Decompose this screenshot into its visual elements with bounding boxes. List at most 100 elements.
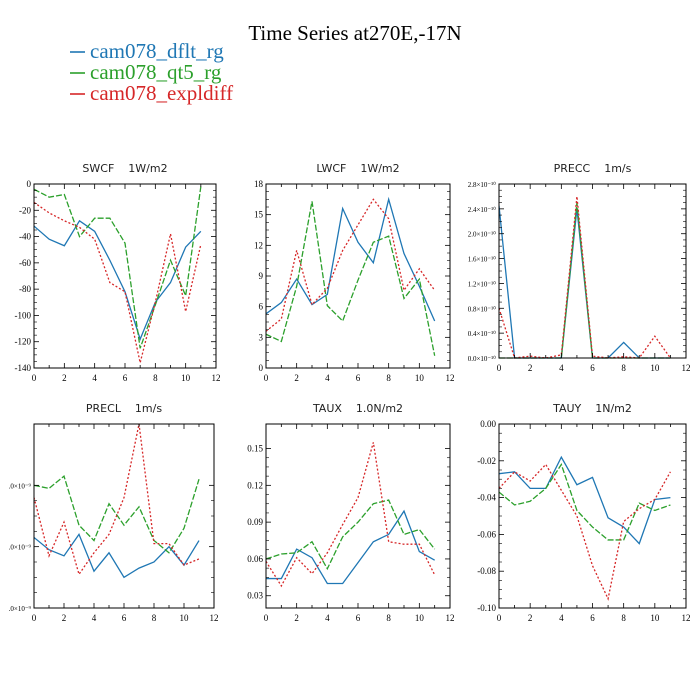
xtick-label-3-4: 8 — [152, 613, 157, 623]
xtick-label-5-6: 12 — [682, 613, 691, 623]
xtick-label-1-4: 8 — [386, 373, 391, 383]
legend-label-2: cam078_expldiff — [90, 81, 233, 105]
xtick-label-1-2: 4 — [325, 373, 330, 383]
xtick-label-5-1: 2 — [528, 613, 533, 623]
panel-title-1: LWCF 1W/m2 — [316, 162, 399, 175]
series-5-0 — [499, 455, 671, 545]
xtick-label-2-4: 8 — [621, 363, 626, 373]
panel-5: TAUY 1N/m2 0 2 4 6 8 10 12 0.00 -0.02 -0.04 -0.06 -0… — [477, 402, 690, 623]
panel-title-4: TAUX 1.0N/m2 — [312, 402, 403, 415]
series-0-2 — [34, 201, 202, 363]
xtick-label-2-1: 2 — [528, 363, 533, 373]
series-1-2 — [266, 198, 436, 332]
xtick-label-2-3: 6 — [590, 363, 595, 373]
plot-frame-2 — [498, 183, 687, 359]
plot-frame-4 — [265, 423, 451, 609]
ytick-label-3-2: .0×10⁻⁹ — [9, 482, 32, 490]
ytick-label-4-3: 0.12 — [247, 480, 263, 490]
series-3-0 — [34, 533, 200, 579]
xtick-label-4-0: 0 — [264, 613, 269, 623]
ytick-label-5-3: -0.06 — [477, 529, 496, 539]
panel-title-0: SWCF 1W/m2 — [82, 162, 167, 175]
xtick-label-5-4: 8 — [621, 613, 626, 623]
xtick-label-0-2: 4 — [92, 373, 97, 383]
series-3-2 — [34, 423, 200, 576]
series-4-0 — [266, 509, 435, 585]
ytick-label-1-4: 12 — [254, 240, 263, 250]
xtick-label-0-5: 10 — [181, 373, 191, 383]
xtick-label-1-5: 10 — [415, 373, 425, 383]
ytick-label-1-2: 6 — [259, 302, 264, 312]
xtick-label-3-6: 12 — [210, 613, 219, 623]
ytick-label-4-4: 0.15 — [247, 444, 263, 454]
xtick-label-3-2: 4 — [92, 613, 97, 623]
ytick-label-0-2: -40 — [19, 232, 31, 242]
panel-2: PRECC 1m/s 0 2 4 6 8 10 12 0.0×10⁻¹⁰ 0.4×10⁻¹⁰ 0.8… — [468, 162, 691, 373]
xtick-label-2-2: 4 — [559, 363, 564, 373]
xtick-label-3-3: 6 — [122, 613, 127, 623]
series-5-2 — [499, 463, 671, 601]
plot-frame-1 — [265, 183, 451, 369]
xtick-label-5-0: 0 — [497, 613, 502, 623]
series-2-2 — [499, 196, 671, 359]
xtick-label-2-6: 12 — [682, 363, 691, 373]
ytick-label-4-2: 0.09 — [247, 517, 263, 527]
plot-frame-3 — [33, 423, 215, 609]
ytick-label-0-7: -140 — [15, 363, 32, 373]
ytick-label-2-1: 0.4×10⁻¹⁰ — [468, 330, 496, 338]
ytick-label-1-1: 3 — [259, 332, 264, 342]
series-2-1 — [499, 202, 671, 359]
series-0-1 — [34, 186, 202, 349]
series-1-1 — [266, 201, 436, 356]
xtick-label-1-1: 2 — [294, 373, 299, 383]
ytick-label-1-0: 0 — [259, 363, 264, 373]
xtick-label-4-2: 4 — [325, 613, 330, 623]
ytick-label-2-7: 2.8×10⁻¹⁰ — [468, 181, 496, 189]
ytick-label-0-5: -100 — [15, 310, 32, 320]
panel-3: PRECL 1m/s 0 2 4 6 8 10 12 .0×10⁻⁹ .0×10⁻⁹ .0×10⁻⁹ — [9, 402, 219, 623]
series-4-1 — [266, 499, 436, 571]
ytick-label-2-5: 2.0×10⁻¹⁰ — [468, 231, 496, 239]
ytick-label-2-0: 0.0×10⁻¹⁰ — [468, 355, 496, 363]
ytick-label-0-0: 0 — [27, 179, 32, 189]
panel-0: SWCF 1W/m2 0 2 4 6 8 10 12 0 -20 -40 -60 -80 -100 -120… — [15, 162, 221, 383]
series-5-1 — [499, 463, 671, 541]
ytick-label-1-3: 9 — [259, 271, 264, 281]
series-0-0 — [34, 219, 202, 341]
legend-label-0: cam078_dflt_rg — [90, 39, 224, 63]
xtick-label-4-5: 10 — [415, 613, 425, 623]
xtick-label-5-5: 10 — [650, 613, 660, 623]
panel-title-5: TAUY 1N/m2 — [552, 402, 632, 415]
xtick-label-3-0: 0 — [32, 613, 37, 623]
ytick-label-5-1: -0.02 — [477, 456, 496, 466]
ytick-label-2-2: 0.8×10⁻¹⁰ — [468, 305, 496, 313]
xtick-label-2-5: 10 — [650, 363, 660, 373]
ytick-label-3-0: .0×10⁻⁹ — [9, 605, 32, 613]
panel-title-3: PRECL 1m/s — [86, 402, 162, 415]
xtick-label-4-4: 8 — [386, 613, 391, 623]
ytick-label-1-6: 18 — [254, 179, 264, 189]
ytick-label-3-1: .0×10⁻⁹ — [9, 544, 32, 552]
ytick-label-5-5: -0.10 — [477, 603, 496, 613]
ytick-label-5-0: 0.00 — [480, 419, 496, 429]
xtick-label-0-1: 2 — [62, 373, 67, 383]
xtick-label-5-2: 4 — [559, 613, 564, 623]
xtick-label-3-1: 2 — [62, 613, 67, 623]
xtick-label-1-6: 12 — [446, 373, 455, 383]
panel-1: LWCF 1W/m2 0 2 4 6 8 10 12 0 3 6 9 12 15 18 — [254, 162, 455, 383]
xtick-label-2-0: 0 — [497, 363, 502, 373]
xtick-label-0-0: 0 — [32, 373, 37, 383]
xtick-label-4-3: 6 — [356, 613, 361, 623]
series-3-1 — [34, 475, 200, 554]
ytick-label-0-4: -80 — [19, 284, 31, 294]
ytick-label-4-1: 0.06 — [247, 554, 263, 564]
xtick-label-5-3: 6 — [590, 613, 595, 623]
legend-label-1: cam078_qt5_rg — [90, 60, 222, 84]
ytick-label-1-5: 15 — [254, 210, 264, 220]
ytick-label-0-6: -120 — [15, 337, 32, 347]
ytick-label-2-6: 2.4×10⁻¹⁰ — [468, 206, 496, 214]
panels: SWCF 1W/m2 0 2 4 6 8 10 12 0 -20 -40 -60 -80 -100 -120… — [9, 162, 691, 623]
figure-title: Time Series at270E,-17N — [248, 21, 461, 45]
legend: cam078_dflt_rgcam078_qt5_rgcam078_expldi… — [70, 39, 233, 105]
